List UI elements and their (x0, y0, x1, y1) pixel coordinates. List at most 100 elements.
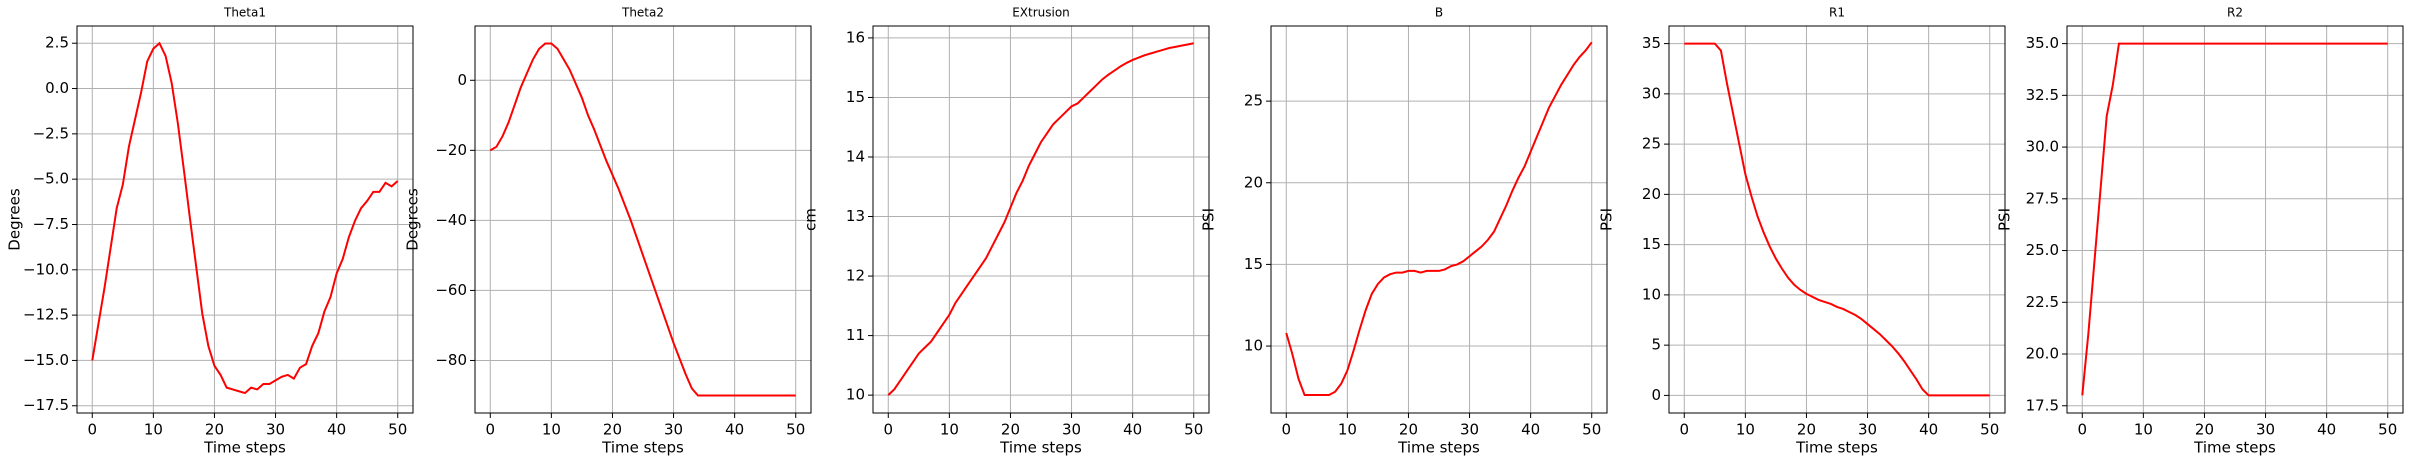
x-axis-label: Time steps (999, 439, 1082, 457)
axes-frame (1270, 25, 1608, 414)
x-tick-label: 40 (327, 421, 346, 439)
x-axis-label: Time steps (203, 439, 286, 457)
y-tick-label: 25 (1642, 135, 1661, 153)
y-axis-label: PSI (1200, 208, 1218, 231)
y-tick-label: 22.5 (2026, 293, 2059, 311)
x-tick-label: 20 (205, 421, 224, 439)
y-tick-label: 20.0 (2026, 345, 2059, 363)
x-tick-label: 30 (664, 421, 683, 439)
x-tick-label: 10 (144, 421, 163, 439)
x-tick-label: 50 (1184, 421, 1203, 439)
y-tick-label: 20 (1244, 173, 1263, 191)
y-tick-label: −7.5 (33, 215, 69, 233)
x-tick-label: 30 (266, 421, 285, 439)
y-axis-label: Degrees (404, 188, 422, 251)
y-tick-label: −10.0 (23, 260, 69, 278)
data-line (1684, 42, 1990, 397)
y-tick-label: −17.5 (23, 396, 69, 414)
axes-frame (474, 25, 812, 414)
subplot: 0 10 20 30 40 50 17.5 20.0 22.5 25.0 27.5 30.0 32.5 3… (1996, 6, 2404, 457)
data-line (489, 42, 796, 397)
y-tick-label: 30.0 (2026, 138, 2059, 156)
data-line (2081, 42, 2388, 396)
y-tick-label: 13 (846, 207, 865, 225)
x-tick-label: 0 (87, 421, 97, 439)
y-tick-label: 15 (1244, 255, 1263, 273)
x-tick-label: 30 (1062, 421, 1081, 439)
y-tick-label: −12.5 (23, 306, 69, 324)
y-tick-label: 25 (1244, 92, 1263, 110)
x-tick-label: 10 (940, 421, 959, 439)
x-tick-label: 20 (1797, 421, 1816, 439)
y-tick-label: 14 (846, 147, 865, 165)
x-axis-label: Time steps (601, 439, 684, 457)
x-tick-label: 20 (2195, 421, 2214, 439)
subplot-title: Theta2 (621, 6, 664, 20)
x-tick-label: 50 (786, 421, 805, 439)
subplot-title: Theta1 (223, 6, 266, 20)
y-tick-label: 0.0 (45, 79, 69, 97)
x-tick-label: 40 (2317, 421, 2336, 439)
y-tick-label: 32.5 (2026, 86, 2059, 104)
x-tick-label: 30 (2256, 421, 2275, 439)
x-axis-label: Time steps (1397, 439, 1480, 457)
x-tick-label: 40 (1123, 421, 1142, 439)
subplot: 0 10 20 30 40 50 0 5 10 15 20 25 30 35 R1 Time steps PSI (1598, 6, 2006, 457)
y-tick-label: 5 (1651, 336, 1661, 354)
y-tick-label: 27.5 (2026, 189, 2059, 207)
x-tick-label: 30 (1858, 421, 1877, 439)
x-tick-label: 50 (2378, 421, 2397, 439)
x-tick-label: 10 (1338, 421, 1357, 439)
y-tick-label: 0 (1651, 386, 1661, 404)
y-tick-label: 2.5 (45, 34, 69, 52)
y-tick-label: 17.5 (2026, 396, 2059, 414)
data-line (1285, 41, 1593, 397)
y-tick-label: −80 (435, 351, 467, 369)
y-tick-label: 35.0 (2026, 34, 2059, 52)
x-tick-label: 0 (2077, 421, 2087, 439)
data-line (887, 42, 1194, 396)
subplot: 0 10 20 30 40 50 −17.5 −15.0 −12.5 −10.0 −7.5 −5.0 −… (6, 6, 414, 457)
subplot-title: EXtrusion (1012, 6, 1070, 20)
y-tick-label: −40 (435, 211, 467, 229)
subplot-title: R1 (1829, 6, 1845, 20)
x-tick-label: 0 (485, 421, 495, 439)
x-tick-label: 0 (1281, 421, 1291, 439)
y-tick-label: 30 (1642, 84, 1661, 102)
y-axis-label: Degrees (6, 188, 24, 251)
subplot: 0 10 20 30 40 50 −80 −60 −40 −20 0 Theta2 Time steps… (404, 6, 812, 457)
y-tick-label: 11 (846, 326, 865, 344)
y-tick-label: 10 (846, 386, 865, 404)
subplot-title: R2 (2227, 6, 2243, 20)
y-tick-label: −2.5 (33, 124, 69, 142)
x-tick-label: 10 (542, 421, 561, 439)
y-axis-label: PSI (1996, 208, 2014, 231)
y-tick-label: 35 (1642, 34, 1661, 52)
x-tick-label: 10 (1736, 421, 1755, 439)
x-tick-label: 0 (883, 421, 893, 439)
axes-frame (1668, 25, 2006, 414)
y-tick-label: 20 (1642, 185, 1661, 203)
subplot: 0 10 20 30 40 50 10 11 12 13 14 15 16 EXtrusion Time s… (802, 6, 1210, 457)
x-tick-label: 50 (1582, 421, 1601, 439)
y-tick-label: 25.0 (2026, 241, 2059, 259)
x-tick-label: 20 (1399, 421, 1418, 439)
subplot-title: B (1435, 6, 1443, 20)
axes-frame (76, 25, 414, 414)
y-tick-label: 15 (846, 88, 865, 106)
y-tick-label: −60 (435, 281, 467, 299)
x-tick-label: 20 (1001, 421, 1020, 439)
y-tick-label: 10 (1244, 337, 1263, 355)
x-tick-label: 50 (388, 421, 407, 439)
axes-frame (2066, 25, 2404, 414)
x-tick-label: 40 (1521, 421, 1540, 439)
x-tick-label: 50 (1980, 421, 1999, 439)
y-tick-label: −15.0 (23, 351, 69, 369)
x-tick-label: 0 (1679, 421, 1689, 439)
y-tick-label: 12 (846, 267, 865, 285)
data-line (91, 41, 399, 395)
x-tick-label: 20 (603, 421, 622, 439)
y-tick-label: 10 (1642, 285, 1661, 303)
